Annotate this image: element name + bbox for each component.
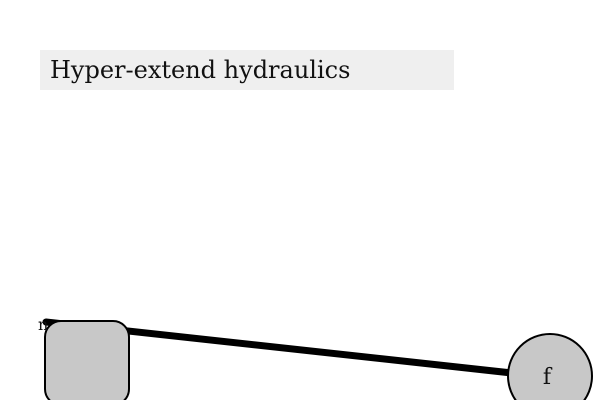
left-node-shape — [44, 320, 130, 400]
right-node[interactable]: f — [507, 333, 593, 400]
page-title: Hyper-extend hydraulics — [40, 50, 454, 90]
left-node-label: n — [38, 315, 48, 334]
right-node-label: f — [543, 365, 553, 390]
right-node-shape — [507, 333, 593, 400]
left-node[interactable] — [44, 320, 130, 400]
